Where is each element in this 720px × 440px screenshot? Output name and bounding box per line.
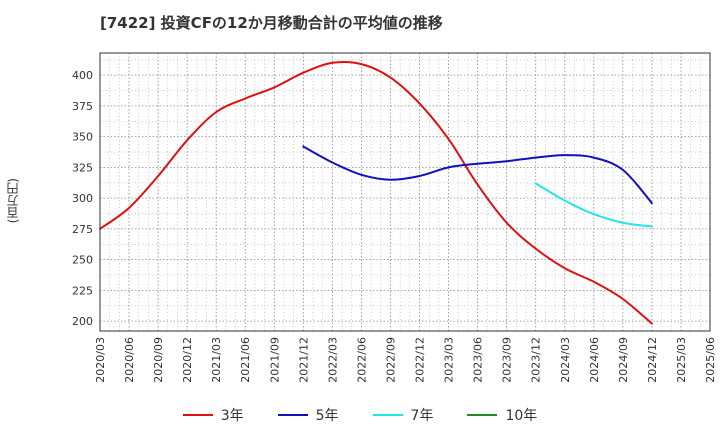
legend-label: 7年 <box>410 408 434 424</box>
x-tick-label: 2024/12 <box>646 337 659 383</box>
x-tick-label: 2020/12 <box>181 337 194 383</box>
x-tick-label: 2020/09 <box>152 337 165 383</box>
legend-label: 3年 <box>220 408 244 424</box>
x-tick-label: 2021/12 <box>297 337 310 383</box>
y-tick-label: 375 <box>72 100 93 113</box>
x-tick-label: 2022/09 <box>384 337 397 383</box>
series-line-5年 <box>302 145 653 205</box>
y-tick-label: 400 <box>72 69 93 82</box>
legend-item: 10年 <box>467 405 537 425</box>
x-tick-label: 2021/09 <box>268 337 281 383</box>
x-axis: 2020/03 2020/06 2020/09 2020/12 2021/03 2021/… <box>94 337 717 383</box>
x-tick-label: 2025/03 <box>675 337 688 383</box>
legend-swatch <box>467 414 498 416</box>
y-tick-label: 200 <box>72 315 93 328</box>
x-tick-label: 2021/06 <box>239 337 252 383</box>
legend-swatch <box>182 414 213 416</box>
y-tick-label: 225 <box>72 284 93 297</box>
x-tick-label: 2020/03 <box>94 337 107 383</box>
plot-frame <box>99 52 711 332</box>
legend-swatch <box>277 414 308 416</box>
y-tick-label: 275 <box>72 223 93 236</box>
plot-background <box>100 53 710 331</box>
series-lines <box>99 60 653 325</box>
x-tick-label: 2023/12 <box>530 337 543 383</box>
legend-item: 7年 <box>372 405 434 425</box>
legend-label: 10年 <box>505 408 538 424</box>
legend-item: 3年 <box>182 405 244 425</box>
chart-title: [7422] 投資CFの12か月移動合計の平均値の推移 <box>100 14 443 32</box>
legend: 3年 5年 7年 10年 <box>0 403 720 427</box>
y-tick-label: 250 <box>72 254 93 267</box>
legend-swatch <box>372 414 403 416</box>
y-tick-label: 350 <box>72 131 93 144</box>
x-tick-label: 2023/06 <box>472 337 485 383</box>
x-tick-label: 2025/06 <box>704 337 717 383</box>
y-tick-label: 300 <box>72 192 93 205</box>
x-tick-label: 2021/03 <box>210 337 223 383</box>
x-tick-label: 2023/03 <box>443 337 456 383</box>
legend-item: 5年 <box>277 405 339 425</box>
x-tick-label: 2023/09 <box>501 337 514 383</box>
x-tick-label: 2024/03 <box>559 337 572 383</box>
grid-lines <box>99 53 711 331</box>
y-tick-label: 325 <box>72 161 93 174</box>
series-line-3年 <box>99 60 653 325</box>
y-axis: 200 225 250 275 300 325 350 375 400 <box>72 69 93 328</box>
x-tick-label: 2022/06 <box>355 337 368 383</box>
x-tick-label: 2024/09 <box>617 337 630 383</box>
x-tick-label: 2022/12 <box>414 337 427 383</box>
series-line-7年 <box>534 182 653 228</box>
legend-label: 5年 <box>315 408 339 424</box>
x-tick-label: 2024/06 <box>588 337 601 383</box>
x-tick-label: 2022/03 <box>326 337 339 383</box>
x-tick-label: 2020/06 <box>123 337 136 383</box>
